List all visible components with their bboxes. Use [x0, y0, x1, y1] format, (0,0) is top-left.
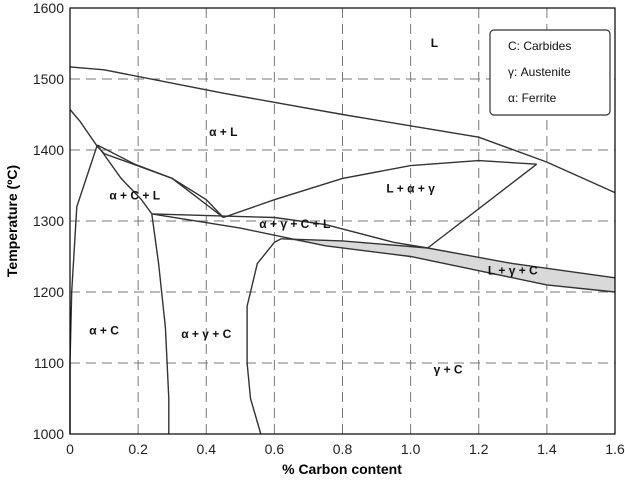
y-tick-label: 1400: [33, 142, 64, 158]
y-tick-label: 1500: [33, 71, 64, 87]
region-label: L + γ + C: [488, 263, 538, 277]
phase-boundary-line: [246, 238, 282, 435]
y-tick-label: 1100: [34, 355, 64, 371]
region-label: L: [431, 36, 438, 50]
y-tick-label: 1300: [33, 213, 64, 229]
y-tick-label: 1600: [33, 0, 64, 16]
x-tick-label: 1.6: [605, 441, 625, 457]
region-label: α + C + L: [109, 189, 160, 203]
phase-boundary-line: [427, 163, 538, 249]
x-tick-label: 0: [66, 441, 74, 457]
phase-boundary-line: [96, 144, 224, 218]
phase-boundary-line: [281, 238, 616, 279]
region-label: α + C: [89, 324, 119, 338]
phase-boundary-line: [223, 159, 537, 219]
phase-boundaries: [69, 66, 616, 435]
x-tick-label: 1.4: [537, 441, 557, 457]
x-tick-label: 0.6: [265, 441, 285, 457]
region-label: α + γ + C + L: [259, 217, 330, 231]
phase-boundary-line: [69, 66, 616, 194]
region-label: α + L: [209, 125, 237, 139]
x-tick-label: 0.2: [128, 441, 148, 457]
y-tick-label: 1200: [33, 284, 64, 300]
phase-boundary-line: [96, 144, 153, 215]
region-labels: Lα + L α + C + L L + α + γ α + γ + C + L L +…: [89, 36, 538, 377]
legend-frame: [489, 29, 611, 116]
shaded-region-layer: [281, 238, 615, 292]
plot-frame: [69, 7, 616, 435]
legend-item-ferrite: α: Ferrite: [508, 91, 557, 105]
x-tick-label: 1.0: [401, 441, 421, 457]
region-label: γ + C: [434, 363, 463, 377]
y-tick-label: 1000: [33, 426, 64, 442]
shaded-region: [281, 238, 615, 292]
phase-boundary-line: [151, 213, 428, 249]
phase-boundary-line: [151, 213, 170, 434]
phase-boundary-line: [69, 144, 98, 434]
legend-item-austenite: γ: Austenite: [508, 65, 571, 79]
x-axis-label: % Carbon content: [282, 461, 402, 477]
legend: C: Carbides γ: Austenite α: Ferrite: [489, 29, 611, 116]
legend-item-carbides: C: Carbides: [508, 39, 571, 53]
x-tick-label: 0.4: [197, 441, 217, 457]
region-label: L + α + γ: [386, 182, 435, 196]
tick-labels: 0 0.2 0.4 0.6 0.8 1.0 1.2 1.4 1.6 1000 1100 1200 130…: [33, 0, 625, 457]
x-tick-label: 0.8: [333, 441, 353, 457]
region-label: α + γ + C: [181, 327, 231, 341]
phase-boundary-line: [151, 213, 616, 293]
x-tick-label: 1.2: [469, 441, 489, 457]
y-axis-label: Temperature (ºC): [4, 165, 20, 277]
